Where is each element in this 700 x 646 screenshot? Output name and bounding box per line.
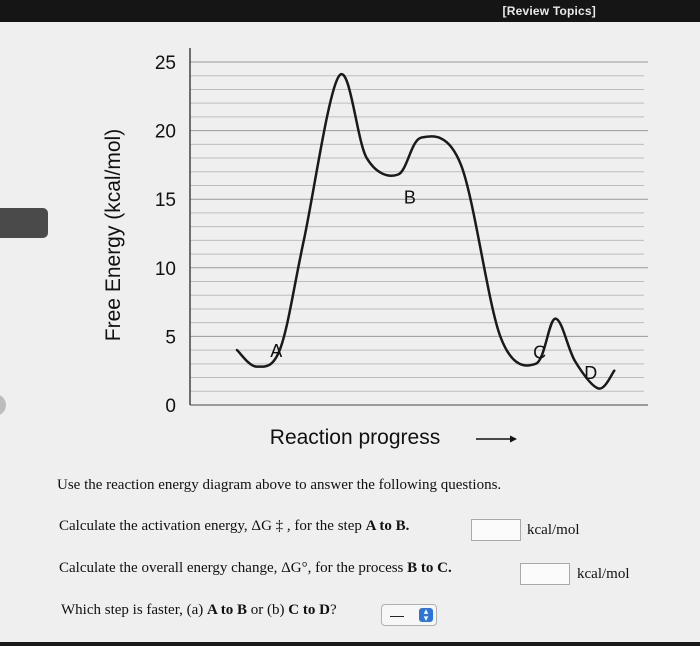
energy-curve: [235, 72, 616, 390]
page-content: [0, 22, 700, 642]
y-tick-label: 15: [155, 190, 176, 211]
x-axis-label: Reaction progress: [270, 426, 440, 449]
question-3: Which step is faster, (a) A to B or (b) …: [61, 602, 337, 619]
side-arrow[interactable]: [0, 394, 6, 416]
top-bar: [Review Topics]: [0, 0, 700, 22]
question-1-text: Calculate the activation energy, ΔG ‡ , …: [59, 518, 366, 534]
question-2: Calculate the overall energy change, ΔG°…: [59, 560, 452, 577]
faster-step-select[interactable]: — ▴ ▾: [381, 604, 437, 626]
grid-lines: [190, 61, 648, 406]
y-axis-label: Free Energy (kcal/mol): [102, 129, 125, 341]
question-3-option-b: C to D: [288, 602, 330, 618]
y-tick-label: 0: [165, 396, 176, 417]
question-3-text-a: Which step is faster, (a): [61, 602, 208, 618]
question-3-text-b: or (b): [247, 602, 289, 618]
point-label-d: D: [584, 363, 597, 383]
intro-text: Use the reaction energy diagram above to…: [57, 477, 502, 493]
y-tick-label: 25: [155, 53, 176, 74]
question-1-step: A to B.: [365, 518, 410, 534]
y-tick-label: 5: [165, 327, 176, 348]
side-tab[interactable]: [0, 208, 48, 238]
review-topics-link[interactable]: [Review Topics]: [502, 4, 596, 18]
question-1: Calculate the activation energy, ΔG ‡ , …: [59, 518, 409, 535]
question-1-unit: kcal/mol: [527, 522, 580, 538]
question-3-option-a: A to B: [207, 602, 248, 618]
question-3-text-c: ?: [329, 602, 337, 618]
question-2-unit: kcal/mol: [577, 566, 630, 582]
question-2-text: Calculate the overall energy change, ΔG°…: [59, 560, 408, 576]
faster-step-select-value: —: [390, 607, 404, 623]
x-axis-arrow: [476, 435, 517, 443]
question-2-step: B to C.: [407, 560, 452, 576]
point-label-c: C: [533, 342, 546, 362]
y-tick-labels: 0 5 10 15 20 25: [155, 53, 176, 417]
activation-energy-input[interactable]: [471, 519, 521, 541]
point-label-a: A: [270, 341, 282, 361]
overall-energy-input[interactable]: [520, 563, 570, 585]
y-tick-label: 20: [155, 122, 176, 143]
point-label-b: B: [404, 187, 416, 207]
y-tick-label: 10: [155, 259, 176, 280]
point-labels: A B C D: [270, 187, 597, 383]
select-arrows-icon[interactable]: ▴ ▾: [419, 607, 433, 623]
